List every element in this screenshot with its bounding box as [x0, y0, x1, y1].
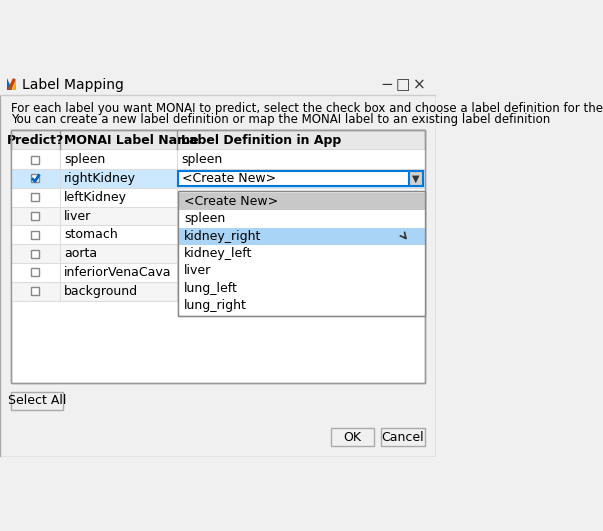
Bar	[31, 156, 39, 164]
Text: aorta: aorta	[65, 247, 98, 260]
Bar	[178, 262, 425, 280]
Bar	[11, 169, 425, 188]
Text: lung_left: lung_left	[184, 282, 238, 295]
Text: You can create a new label definition or map the MONAI label to an existing labe: You can create a new label definition or…	[11, 114, 550, 126]
Bar	[178, 192, 425, 316]
Text: <Create New>: <Create New>	[182, 172, 276, 185]
Text: kidney_right: kidney_right	[184, 230, 262, 243]
Text: Label Mapping: Label Mapping	[22, 78, 124, 91]
Bar	[178, 297, 425, 314]
Polygon shape	[7, 78, 11, 90]
Text: OK: OK	[344, 431, 361, 443]
Text: lung_right: lung_right	[184, 299, 247, 312]
Bar	[178, 193, 425, 210]
Text: liver: liver	[184, 264, 212, 277]
Bar	[11, 226, 425, 244]
Bar	[178, 210, 425, 228]
Text: rightKidney: rightKidney	[65, 172, 136, 185]
Text: ▼: ▼	[412, 174, 420, 184]
Bar	[11, 130, 425, 383]
Bar	[11, 207, 425, 226]
Text: kidney_left: kidney_left	[184, 247, 253, 260]
Text: ×: ×	[413, 77, 426, 92]
Bar	[178, 228, 425, 245]
Bar	[31, 212, 39, 220]
Bar	[11, 188, 425, 207]
Bar	[11, 150, 425, 169]
Text: −: −	[380, 77, 393, 92]
Bar	[178, 192, 425, 316]
Bar	[11, 263, 425, 282]
Text: leftKidney: leftKidney	[65, 191, 127, 204]
Bar	[331, 427, 374, 447]
Bar	[381, 427, 425, 447]
Polygon shape	[7, 78, 16, 90]
Bar	[31, 287, 39, 295]
Bar	[31, 231, 39, 239]
Bar	[31, 193, 39, 201]
Bar	[11, 391, 63, 410]
Bar	[31, 175, 39, 183]
Text: spleen: spleen	[184, 212, 226, 226]
Text: liver: liver	[65, 210, 92, 222]
Text: For each label you want MONAI to predict, select the check box and choose a labe: For each label you want MONAI to predict…	[11, 102, 603, 115]
Bar	[11, 282, 425, 301]
Text: spleen: spleen	[182, 153, 223, 166]
Text: Label Definition in App: Label Definition in App	[180, 134, 341, 147]
Text: MONAI Label Name: MONAI Label Name	[63, 134, 198, 147]
Bar	[11, 244, 425, 263]
Text: stomach: stomach	[65, 228, 118, 241]
Text: Cancel: Cancel	[382, 431, 425, 443]
Text: Predict?: Predict?	[7, 134, 64, 147]
Polygon shape	[11, 80, 16, 90]
Bar	[178, 171, 423, 186]
Text: background: background	[65, 285, 139, 298]
Text: Select All: Select All	[8, 395, 66, 407]
Bar	[11, 130, 425, 150]
Text: spleen: spleen	[65, 153, 106, 166]
Bar	[0, 74, 435, 96]
Bar	[178, 245, 425, 262]
Bar	[178, 280, 425, 297]
Bar	[11, 130, 425, 383]
Text: <Create New>: <Create New>	[184, 195, 279, 208]
Text: □: □	[396, 77, 410, 92]
Text: inferiorVenaCava: inferiorVenaCava	[65, 266, 172, 279]
Bar	[409, 171, 423, 186]
Bar	[31, 268, 39, 276]
Bar	[31, 250, 39, 258]
